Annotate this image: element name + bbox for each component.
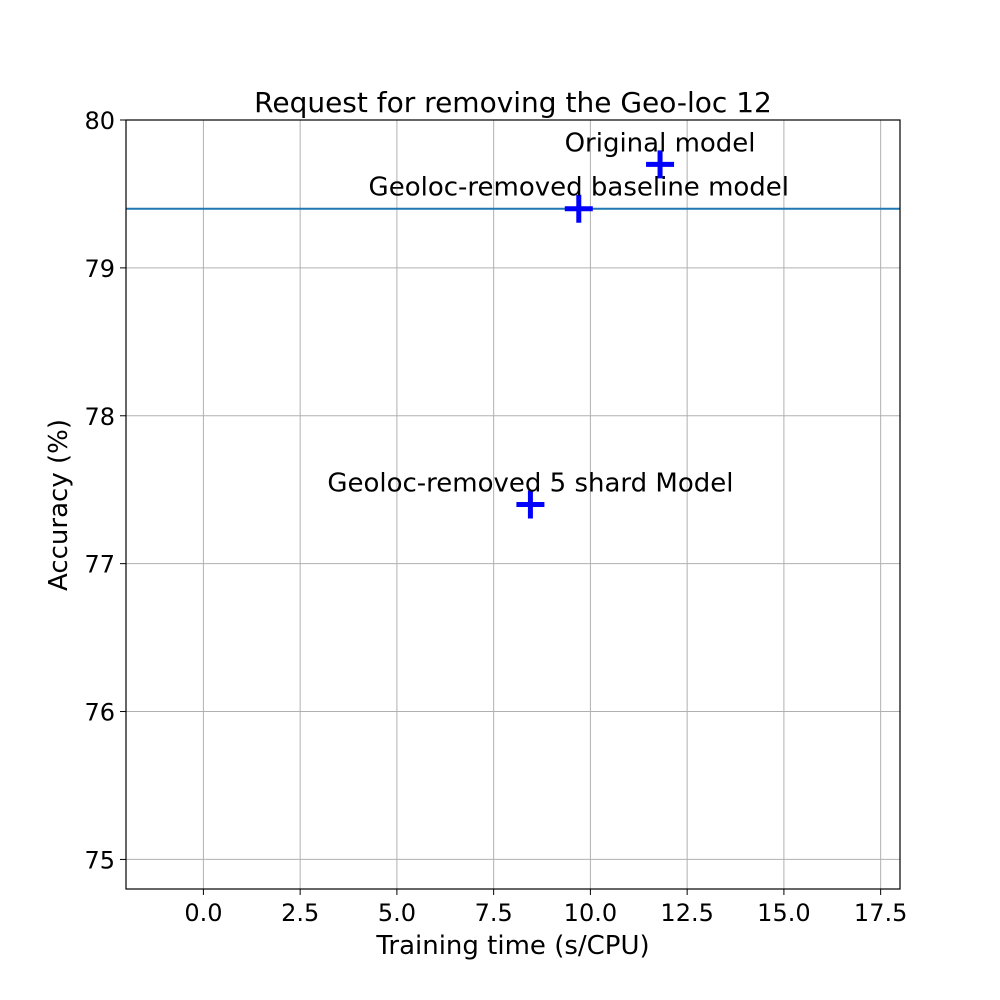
point-label: Original model (565, 128, 756, 158)
x-tick-label: 10.0 (564, 899, 617, 927)
x-axis-ticks: 0.0 2.5 5.0 7.5 10.0 12.5 15.0 17.5 (184, 889, 907, 927)
y-tick-label: 77 (84, 551, 115, 579)
x-tick-label: 0.0 (184, 899, 222, 927)
point-label: Geoloc-removed baseline model (369, 173, 789, 203)
x-tick-label: 5.0 (378, 899, 416, 927)
x-axis-title: Training time (s/CPU) (375, 931, 649, 961)
x-tick-label: 17.5 (854, 899, 907, 927)
y-axis-title: Accuracy (%) (44, 419, 74, 591)
chart-title: Request for removing the Geo-loc 12 (254, 86, 772, 119)
plus-marker (516, 490, 545, 519)
y-tick-label: 75 (84, 846, 115, 874)
x-tick-label: 15.0 (757, 899, 810, 927)
y-tick-label: 78 (84, 403, 115, 431)
plus-marker (646, 150, 675, 179)
point-label: Geoloc-removed 5 shard Model (327, 469, 733, 499)
data-points (516, 150, 675, 519)
plot-frame (125, 119, 901, 890)
grid (126, 119, 900, 889)
x-tick-label: 7.5 (475, 899, 513, 927)
point-annotations: Original model Geoloc-removed baseline mo… (327, 128, 789, 498)
y-tick-label: 80 (84, 107, 115, 135)
x-tick-label: 12.5 (660, 899, 713, 927)
plus-marker (564, 194, 593, 223)
x-tick-label: 2.5 (281, 899, 319, 927)
y-axis-ticks: 75 76 77 78 79 80 (84, 107, 126, 874)
y-tick-label: 76 (84, 699, 115, 727)
y-tick-label: 79 (84, 255, 115, 283)
